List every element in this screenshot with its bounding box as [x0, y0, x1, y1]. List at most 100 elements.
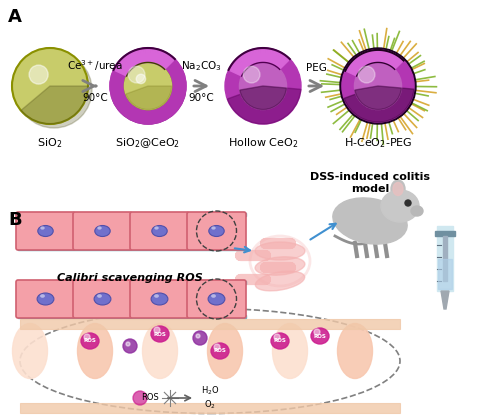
Polygon shape: [371, 50, 374, 63]
Polygon shape: [124, 56, 134, 68]
Polygon shape: [134, 50, 140, 64]
Polygon shape: [382, 51, 386, 63]
Ellipse shape: [211, 343, 229, 359]
Polygon shape: [127, 54, 136, 67]
Polygon shape: [389, 54, 396, 66]
Ellipse shape: [211, 294, 216, 298]
Circle shape: [225, 48, 301, 124]
Polygon shape: [387, 53, 394, 65]
Polygon shape: [254, 49, 258, 63]
FancyBboxPatch shape: [187, 280, 246, 318]
Wedge shape: [355, 86, 402, 109]
Polygon shape: [156, 50, 162, 64]
Circle shape: [128, 66, 145, 83]
Ellipse shape: [94, 293, 111, 305]
Polygon shape: [230, 67, 242, 75]
Ellipse shape: [381, 190, 419, 222]
Polygon shape: [366, 52, 371, 64]
Polygon shape: [152, 49, 157, 63]
Polygon shape: [164, 58, 175, 69]
Text: 90°C: 90°C: [188, 93, 214, 103]
Circle shape: [354, 62, 402, 109]
Polygon shape: [118, 61, 130, 71]
Ellipse shape: [154, 294, 159, 298]
Polygon shape: [355, 57, 364, 68]
FancyBboxPatch shape: [73, 212, 132, 250]
Bar: [18, 247, 246, 250]
Polygon shape: [259, 48, 262, 62]
Polygon shape: [273, 52, 281, 65]
Polygon shape: [391, 56, 400, 67]
Polygon shape: [138, 49, 143, 63]
Polygon shape: [234, 59, 246, 70]
Bar: [443, 236, 447, 281]
Ellipse shape: [208, 293, 225, 305]
Polygon shape: [354, 58, 363, 69]
Polygon shape: [248, 50, 255, 64]
Circle shape: [340, 48, 416, 124]
Polygon shape: [150, 48, 154, 63]
FancyBboxPatch shape: [16, 280, 75, 318]
Circle shape: [12, 48, 88, 124]
Polygon shape: [351, 61, 362, 70]
Ellipse shape: [151, 293, 168, 305]
Polygon shape: [246, 51, 254, 65]
Polygon shape: [122, 57, 133, 69]
Text: Ce$^{3+}$/urea: Ce$^{3+}$/urea: [67, 58, 123, 73]
Polygon shape: [349, 63, 360, 72]
FancyBboxPatch shape: [73, 280, 132, 318]
Ellipse shape: [37, 293, 54, 305]
Polygon shape: [268, 49, 272, 63]
Text: ROS: ROS: [84, 339, 96, 344]
Polygon shape: [352, 59, 362, 69]
Ellipse shape: [97, 294, 102, 298]
Polygon shape: [120, 59, 132, 70]
Text: A: A: [8, 8, 22, 26]
Polygon shape: [275, 53, 284, 67]
Circle shape: [84, 334, 90, 340]
Circle shape: [342, 50, 414, 122]
Ellipse shape: [12, 324, 48, 379]
Polygon shape: [266, 48, 268, 63]
Polygon shape: [266, 48, 270, 63]
Polygon shape: [242, 54, 251, 67]
FancyBboxPatch shape: [16, 212, 75, 250]
Ellipse shape: [142, 324, 178, 379]
Ellipse shape: [393, 183, 403, 196]
Polygon shape: [268, 49, 274, 64]
Bar: [18, 213, 246, 215]
Polygon shape: [388, 53, 395, 65]
Text: PEG: PEG: [306, 63, 327, 73]
Circle shape: [214, 344, 220, 350]
Polygon shape: [116, 64, 129, 73]
Polygon shape: [161, 54, 170, 67]
Ellipse shape: [212, 226, 216, 230]
Polygon shape: [274, 52, 282, 66]
Ellipse shape: [333, 198, 407, 244]
Polygon shape: [114, 67, 128, 75]
Circle shape: [16, 52, 92, 128]
Wedge shape: [228, 86, 301, 124]
Bar: [18, 314, 246, 317]
Ellipse shape: [311, 328, 329, 344]
Polygon shape: [146, 48, 148, 62]
Polygon shape: [376, 50, 378, 62]
Wedge shape: [126, 86, 172, 109]
Polygon shape: [276, 54, 285, 67]
Text: ROS: ROS: [274, 339, 286, 344]
Polygon shape: [348, 64, 359, 73]
Polygon shape: [263, 48, 265, 62]
Polygon shape: [378, 50, 380, 62]
Polygon shape: [360, 54, 367, 66]
Polygon shape: [148, 48, 150, 62]
Polygon shape: [125, 54, 135, 67]
Polygon shape: [116, 65, 128, 74]
Polygon shape: [386, 52, 392, 64]
Polygon shape: [350, 62, 360, 71]
Text: SiO$_2$@CeO$_2$: SiO$_2$@CeO$_2$: [116, 136, 180, 150]
Bar: [20, 403, 400, 413]
Circle shape: [123, 339, 137, 353]
Polygon shape: [158, 52, 166, 65]
Bar: [438, 259, 452, 289]
Polygon shape: [121, 58, 132, 69]
